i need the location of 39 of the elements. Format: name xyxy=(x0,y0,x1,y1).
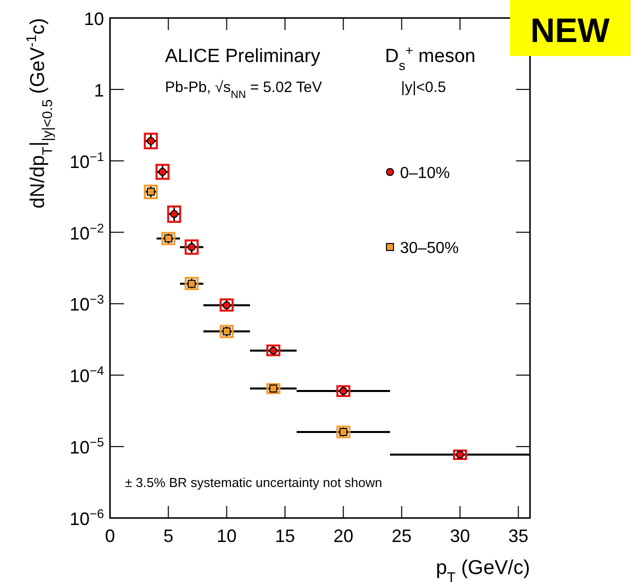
y-tick-label: 10$^{−5}$ xyxy=(70,436,104,458)
y-tick-label: 10$^{−3}$ xyxy=(70,292,104,315)
y-tick-label: 1 xyxy=(94,80,104,100)
x-axis-title: p$_{T}$ (GeV/c) xyxy=(436,557,530,582)
point xyxy=(156,164,170,180)
x-tick-label: 10 xyxy=(216,526,237,546)
point xyxy=(144,132,158,150)
annotation: D$_{s}$$^{+}$ meson xyxy=(385,42,476,72)
point xyxy=(167,205,182,223)
x-tick-label: 20 xyxy=(333,526,354,546)
point xyxy=(336,385,350,398)
point xyxy=(220,298,234,312)
y-tick-label: 10$^{−4}$ xyxy=(70,364,104,386)
point xyxy=(266,383,280,394)
y-tick-label: 10 xyxy=(84,9,104,29)
y-tick-label: 10$^{−6}$ xyxy=(70,507,104,529)
x-tick-label: 5 xyxy=(163,526,174,546)
point xyxy=(453,450,467,460)
text: NEW xyxy=(530,12,611,50)
x-tick-label: 15 xyxy=(274,526,296,546)
point xyxy=(184,276,199,290)
x-tick-label: 25 xyxy=(392,526,412,546)
annotation: |y|<0.5 xyxy=(401,79,446,96)
point xyxy=(144,184,158,200)
annotation: Pb-Pb, √s$_{NN}$ = 5.02 TeV xyxy=(165,79,322,101)
point xyxy=(336,426,350,438)
y-tick-label: 10$^{−2}$ xyxy=(70,221,104,244)
point xyxy=(220,324,234,338)
legend-label: 0–10% xyxy=(400,165,450,182)
point xyxy=(266,344,280,356)
y-tick-label: 10$^{−1}$ xyxy=(70,150,104,172)
point xyxy=(161,232,176,246)
point xyxy=(184,239,199,255)
legend-label: 30–50% xyxy=(400,240,459,257)
annotation: ALICE Preliminary xyxy=(165,46,321,67)
x-tick-label: 35 xyxy=(508,526,528,546)
x-tick-label: 30 xyxy=(450,526,470,546)
x-tick-label: 0 xyxy=(104,526,116,546)
annotation: ± 3.5% BR systematic uncertainty not shown xyxy=(125,475,382,490)
